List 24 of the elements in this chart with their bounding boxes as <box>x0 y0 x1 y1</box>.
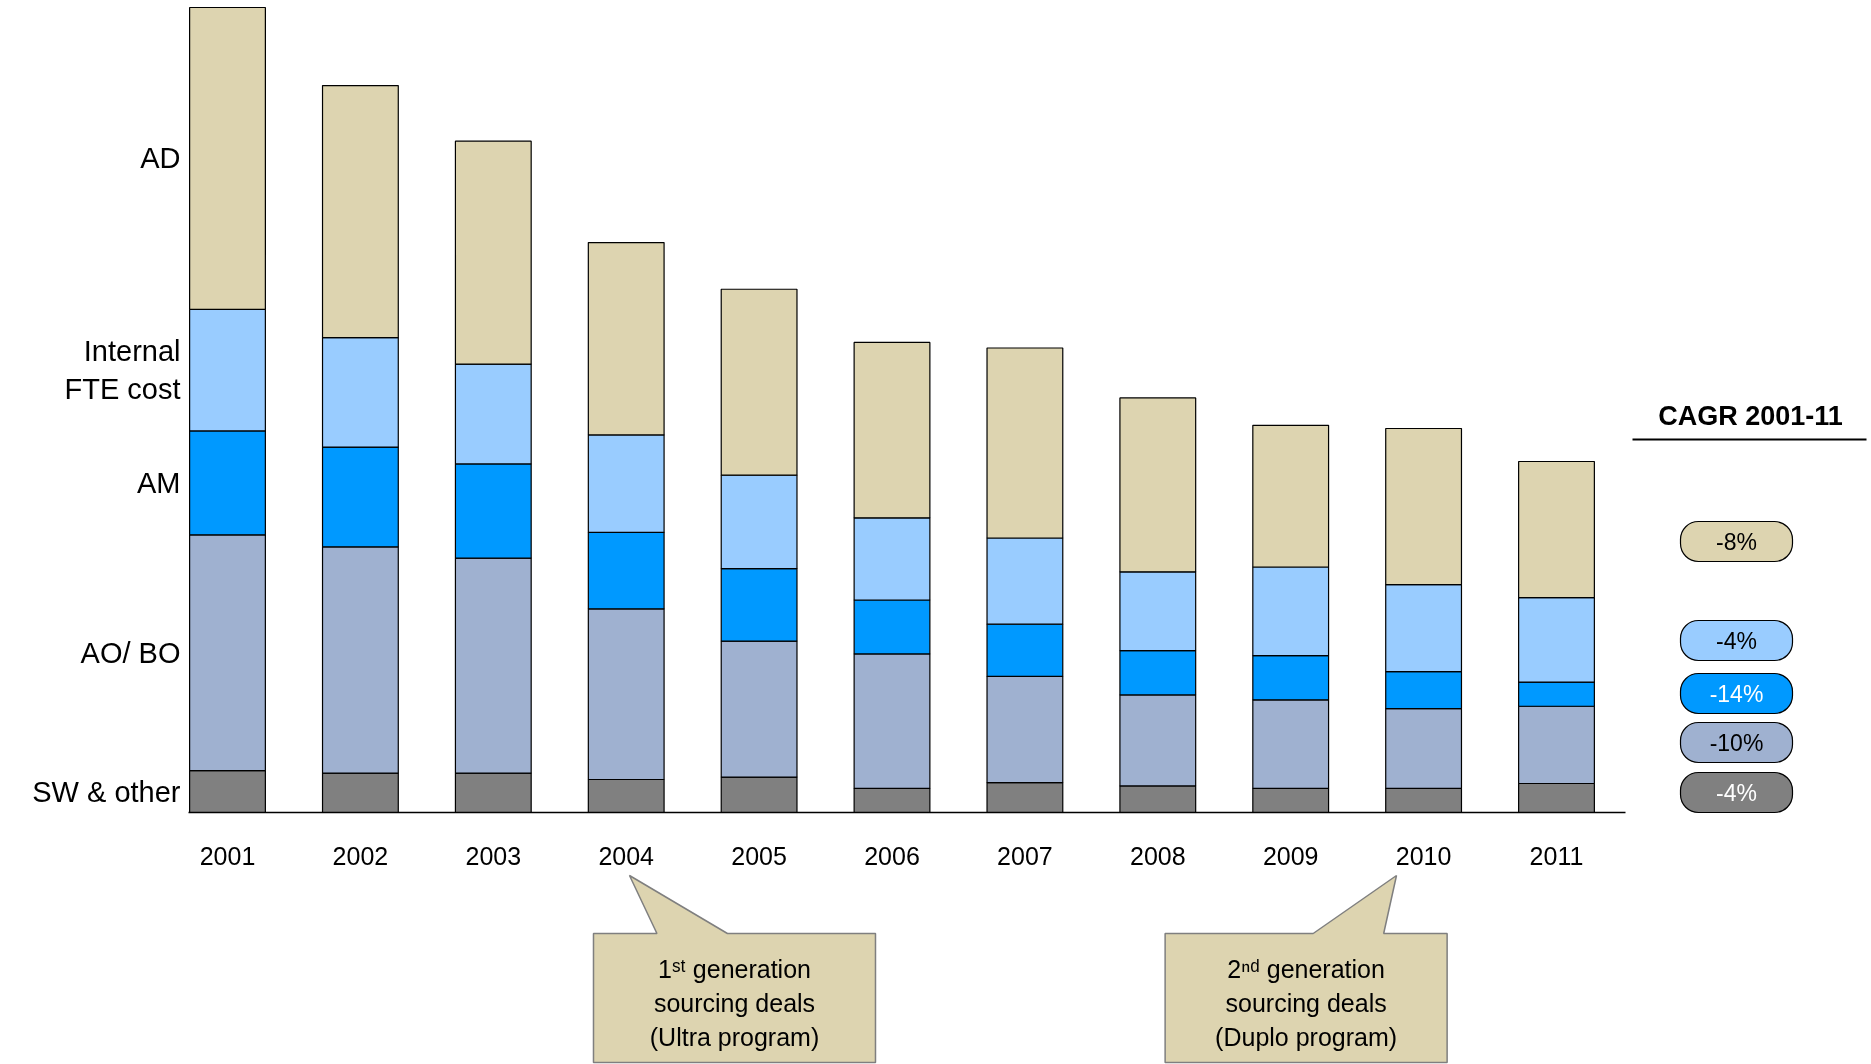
x-tick-label: 2001 <box>199 841 256 870</box>
series-label: AM <box>137 466 181 499</box>
text: -4% <box>1716 779 1757 806</box>
text: -14% <box>1709 680 1764 707</box>
x-tick-label: 2003 <box>465 841 522 870</box>
x-tick-label: 2008 <box>1129 841 1186 870</box>
series-label: AD <box>140 142 181 175</box>
x-tick-label: 2009 <box>1262 841 1319 870</box>
x-tick-label: 2010 <box>1395 841 1452 870</box>
x-tick-label: 2011 <box>1529 841 1584 870</box>
text: CAGR 2001-11 <box>1658 400 1843 431</box>
text: -4% <box>1716 627 1757 654</box>
x-tick-label: 2006 <box>864 841 920 870</box>
text: 1ˢᵗ generation sourcing deals (Ultra program) <box>649 954 820 1051</box>
series-label: SW & other <box>32 775 181 808</box>
x-tick-label: 2004 <box>598 841 655 870</box>
series-label: Internal FTE cost <box>64 335 181 406</box>
x-tick-label: 2005 <box>731 841 787 870</box>
x-tick-label: 2007 <box>997 841 1053 870</box>
x-tick-label: 2002 <box>332 841 389 870</box>
text: -8% <box>1716 528 1757 555</box>
series-label: AO/ BO <box>80 636 181 669</box>
text: -10% <box>1709 729 1764 756</box>
text: 2ⁿᵈ generation sourcing deals (Duplo program) <box>1215 954 1398 1051</box>
